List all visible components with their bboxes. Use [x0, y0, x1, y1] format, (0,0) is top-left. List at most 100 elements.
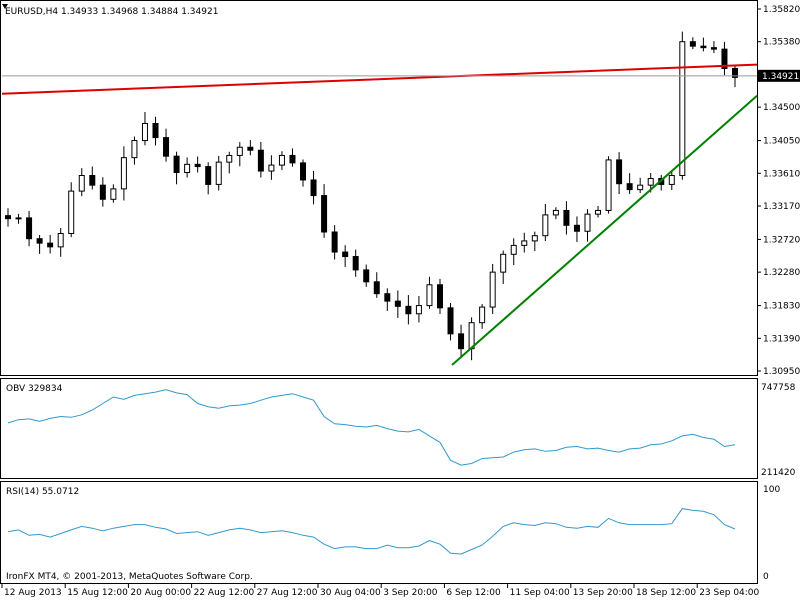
candle	[15, 213, 22, 224]
candle	[194, 156, 201, 173]
candle	[436, 278, 443, 314]
trendlines	[1, 63, 758, 366]
candle	[458, 324, 465, 359]
candle	[626, 173, 633, 194]
candle	[36, 235, 43, 254]
symbol-header: EURUSD,H4 1.34933 1.34968 1.34884 1.3492…	[5, 7, 218, 17]
candle	[563, 201, 570, 235]
candle	[184, 157, 191, 178]
candle	[173, 151, 180, 185]
candle	[510, 238, 517, 266]
price-tick-label: 1.35820	[763, 5, 800, 15]
candle	[120, 146, 127, 201]
candle	[489, 263, 496, 314]
candle	[99, 177, 106, 207]
candle	[531, 231, 538, 251]
candle	[521, 232, 528, 253]
candle	[500, 250, 507, 284]
time-tick-label: 18 Sep 12:00	[636, 588, 696, 598]
rsi-max-label: 100	[763, 485, 780, 495]
candle	[141, 111, 148, 146]
candle	[310, 170, 317, 205]
obv-max-label: 747758	[761, 383, 796, 393]
candle	[26, 210, 33, 247]
candle	[394, 290, 401, 318]
copyright-text: IronFX MT4, © 2001-2013, MetaQuotes Soft…	[6, 572, 253, 582]
rsi-label: RSI(14) 55.0712	[6, 487, 79, 497]
candle	[68, 182, 75, 238]
candle	[257, 141, 264, 178]
price-tick-label: 1.32280	[763, 268, 800, 278]
obv-min-label: 211420	[761, 468, 796, 478]
price-axis: 1.358201.353801.349401.345001.340501.336…	[757, 5, 800, 377]
candle	[247, 140, 254, 156]
candle	[415, 295, 422, 323]
candle	[57, 227, 64, 257]
candle	[152, 116, 159, 146]
chevron-down-icon	[2, 4, 8, 9]
candle	[542, 203, 549, 242]
candle	[595, 205, 602, 218]
price-tick-label: 1.34500	[763, 103, 800, 113]
candle	[689, 37, 696, 50]
time-tick-label: 3 Sep 20:00	[383, 588, 438, 598]
candle	[215, 156, 222, 191]
obv-label: OBV 329834	[6, 384, 63, 394]
time-tick-label: 15 Aug 12:00	[67, 588, 128, 598]
support-trendline	[451, 95, 758, 366]
time-axis: 12 Aug 2013 15 Aug 12:00 20 Aug 00:00 22 Au…	[1, 584, 760, 598]
candle	[426, 276, 433, 309]
candle	[679, 31, 686, 180]
last-price-marker: 1.34921	[2, 69, 800, 82]
pane-frames	[0, 0, 758, 584]
candle	[584, 209, 591, 242]
candle	[236, 142, 243, 167]
price-tick-label: 1.33610	[763, 169, 800, 179]
candle	[352, 249, 359, 277]
candle	[89, 166, 96, 190]
candle	[78, 168, 85, 197]
candle	[373, 272, 380, 298]
candle	[552, 207, 559, 220]
candle	[700, 37, 707, 52]
candle	[205, 162, 212, 195]
candle	[384, 288, 391, 311]
time-tick-label: 30 Aug 04:00	[320, 588, 381, 598]
last-price-label: 1.34921	[762, 72, 799, 82]
candle	[5, 208, 11, 227]
price-tick-label: 1.31390	[763, 334, 800, 344]
candle	[447, 302, 454, 341]
time-tick-label: 11 Sep 04:00	[510, 588, 570, 598]
time-tick-label: 22 Aug 12:00	[194, 588, 255, 598]
candle	[616, 152, 623, 195]
candle	[331, 225, 338, 260]
candle	[637, 177, 644, 194]
last-price-box	[758, 69, 800, 82]
price-tick-label: 1.34050	[763, 137, 800, 147]
candle	[289, 148, 296, 167]
candle	[278, 151, 285, 171]
time-tick-label: 27 Aug 12:00	[257, 588, 318, 598]
candle	[363, 264, 370, 287]
candle	[163, 128, 170, 162]
candle	[110, 184, 117, 203]
price-tick-label: 1.32720	[763, 235, 800, 245]
price-tick-label: 1.30950	[763, 367, 800, 377]
candle	[668, 170, 675, 191]
time-tick-label: 12 Aug 2013	[4, 588, 62, 598]
time-tick-label: 6 Sep 12:00	[446, 588, 501, 598]
candle	[342, 245, 349, 267]
candle	[573, 216, 580, 242]
candle	[721, 41, 728, 76]
candle	[605, 156, 612, 214]
candle	[47, 234, 54, 254]
rsi-pane	[7, 508, 736, 555]
candlestick-series	[5, 31, 738, 361]
candle	[131, 136, 138, 165]
time-tick-label: 23 Sep 04:00	[699, 588, 759, 598]
candle	[405, 295, 412, 325]
obv-series	[7, 389, 736, 466]
candle	[268, 155, 275, 180]
time-tick-label: 20 Aug 00:00	[130, 588, 191, 598]
